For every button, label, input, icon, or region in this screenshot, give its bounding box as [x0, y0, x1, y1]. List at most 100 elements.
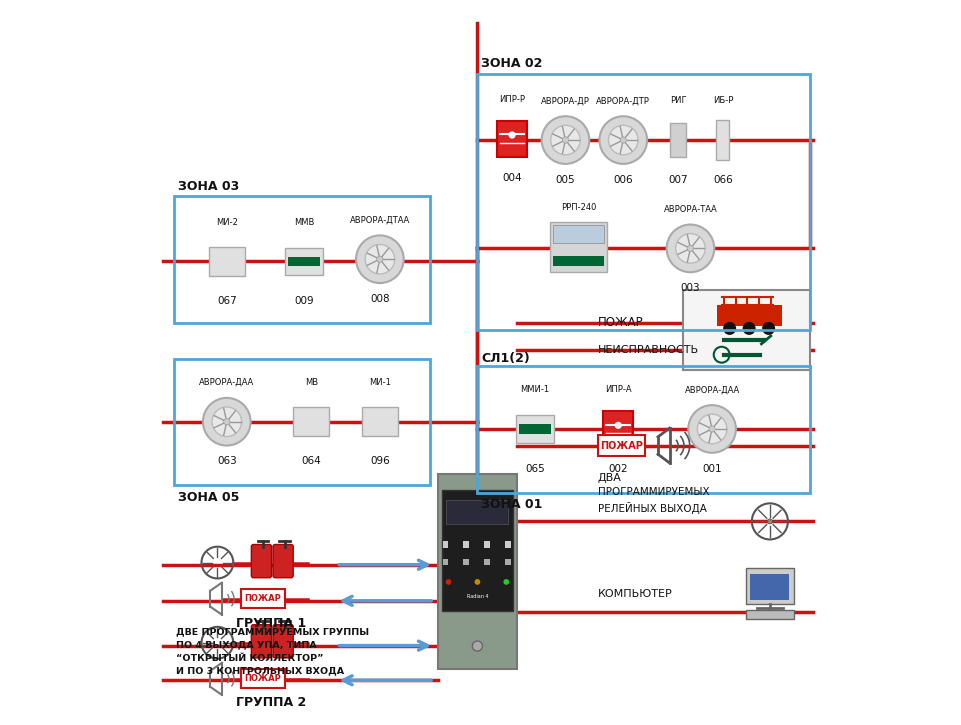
FancyBboxPatch shape [549, 222, 606, 272]
FancyBboxPatch shape [497, 120, 527, 157]
Text: АВРОРА-ДР: АВРОРА-ДР [540, 96, 589, 105]
FancyBboxPatch shape [209, 247, 245, 276]
Text: ПО 4 ВЫХОДА УПА, ТИПА: ПО 4 ВЫХОДА УПА, ТИПА [176, 641, 316, 650]
Text: 096: 096 [370, 457, 389, 466]
Text: ММВ: ММВ [293, 218, 314, 227]
Text: 003: 003 [680, 283, 700, 293]
FancyBboxPatch shape [241, 669, 284, 688]
Text: ПОЖАР: ПОЖАР [244, 674, 281, 684]
Text: ПОЖАР: ПОЖАР [600, 441, 642, 450]
Circle shape [620, 137, 626, 143]
Circle shape [767, 519, 772, 524]
Circle shape [508, 131, 515, 138]
Text: РИГ: РИГ [669, 96, 686, 105]
FancyBboxPatch shape [273, 625, 293, 658]
Text: ЗОНА 01: ЗОНА 01 [480, 498, 542, 511]
FancyBboxPatch shape [293, 407, 329, 436]
FancyBboxPatch shape [288, 257, 320, 266]
FancyBboxPatch shape [519, 424, 551, 434]
Text: 065: 065 [525, 463, 545, 473]
Text: 006: 006 [613, 175, 632, 185]
Text: АВРОРА-ТАА: АВРОРА-ТАА [663, 204, 717, 214]
Circle shape [761, 322, 775, 335]
FancyBboxPatch shape [437, 474, 517, 669]
FancyBboxPatch shape [251, 544, 271, 578]
Text: ЗОНА 02: ЗОНА 02 [480, 57, 542, 70]
Circle shape [203, 398, 251, 446]
Text: 005: 005 [555, 175, 575, 185]
Text: ЗОНА 05: ЗОНА 05 [178, 491, 238, 504]
Text: РРП-240: РРП-240 [560, 203, 596, 212]
Text: И ПО 3 КОНТРОЛЬНЫХ ВХОДА: И ПО 3 КОНТРОЛЬНЫХ ВХОДА [176, 666, 344, 676]
Text: 067: 067 [216, 296, 236, 306]
FancyBboxPatch shape [716, 305, 780, 326]
Text: АВРОРА-ДТАА: АВРОРА-ДТАА [350, 215, 409, 225]
Text: 004: 004 [502, 173, 521, 183]
Circle shape [608, 125, 637, 155]
Text: ИБ-Р: ИБ-Р [712, 96, 732, 105]
FancyBboxPatch shape [682, 290, 809, 370]
FancyBboxPatch shape [553, 257, 604, 267]
FancyBboxPatch shape [241, 589, 284, 608]
Text: АВРОРА-ДТР: АВРОРА-ДТР [596, 96, 650, 105]
Bar [442, 559, 448, 565]
Text: ИПР-Р: ИПР-Р [499, 95, 525, 104]
Circle shape [708, 426, 714, 432]
Circle shape [445, 579, 451, 585]
Bar [505, 541, 510, 548]
Circle shape [614, 422, 621, 429]
FancyBboxPatch shape [716, 120, 728, 160]
FancyBboxPatch shape [446, 500, 508, 524]
FancyBboxPatch shape [603, 411, 632, 447]
Circle shape [550, 125, 579, 155]
Text: РЕЛЕЙНЫХ ВЫХОДА: РЕЛЕЙНЫХ ВЫХОДА [598, 502, 706, 514]
Text: 001: 001 [702, 463, 721, 473]
Text: ЗОНА 03: ЗОНА 03 [178, 180, 238, 193]
Text: 064: 064 [301, 457, 321, 466]
Circle shape [742, 322, 754, 335]
FancyBboxPatch shape [598, 436, 644, 456]
Text: Radian 4: Radian 4 [466, 594, 487, 599]
FancyBboxPatch shape [553, 225, 604, 244]
Text: ДВЕ ПРОГРАММИРУЕМЫХ ГРУППЫ: ДВЕ ПРОГРАММИРУЕМЫХ ГРУППЫ [176, 628, 369, 637]
Circle shape [356, 236, 404, 283]
Text: 007: 007 [668, 175, 687, 185]
Circle shape [472, 641, 482, 651]
Text: ГРУППА 1: ГРУППА 1 [236, 617, 307, 630]
Text: 002: 002 [607, 463, 628, 473]
Bar [483, 559, 489, 565]
Text: 008: 008 [370, 294, 389, 304]
Text: МИ-1: МИ-1 [369, 378, 390, 387]
Text: ГРУППА 2: ГРУППА 2 [236, 696, 307, 709]
FancyBboxPatch shape [285, 248, 323, 275]
Text: КОМПЬЮТЕР: КОМПЬЮТЕР [598, 589, 672, 599]
Bar [505, 559, 510, 565]
FancyBboxPatch shape [670, 123, 685, 157]
Circle shape [723, 322, 735, 335]
Text: “ОТКРЫТЫЙ КОЛЛЕКТОР”: “ОТКРЫТЫЙ КОЛЛЕКТОР” [176, 653, 324, 663]
Circle shape [377, 256, 382, 262]
Text: ДВА: ДВА [598, 473, 621, 483]
Bar [463, 541, 469, 548]
Bar [483, 541, 489, 548]
FancyBboxPatch shape [763, 305, 780, 320]
FancyBboxPatch shape [273, 544, 293, 578]
Circle shape [365, 244, 394, 274]
Text: МВ: МВ [305, 378, 317, 387]
Text: 009: 009 [294, 296, 313, 306]
Text: ПОЖАР: ПОЖАР [244, 594, 281, 603]
Text: 063: 063 [216, 457, 236, 466]
Circle shape [474, 579, 480, 585]
Bar [442, 541, 448, 548]
Circle shape [675, 233, 704, 263]
Text: СЛ1(2): СЛ1(2) [481, 352, 530, 365]
Circle shape [687, 405, 735, 453]
Text: ММИ-1: ММИ-1 [520, 385, 549, 394]
Circle shape [697, 414, 727, 444]
FancyBboxPatch shape [441, 490, 512, 611]
Circle shape [224, 418, 230, 425]
Text: ИПР-А: ИПР-А [604, 385, 630, 394]
Circle shape [599, 116, 647, 164]
Bar [463, 559, 469, 565]
Circle shape [211, 407, 241, 436]
